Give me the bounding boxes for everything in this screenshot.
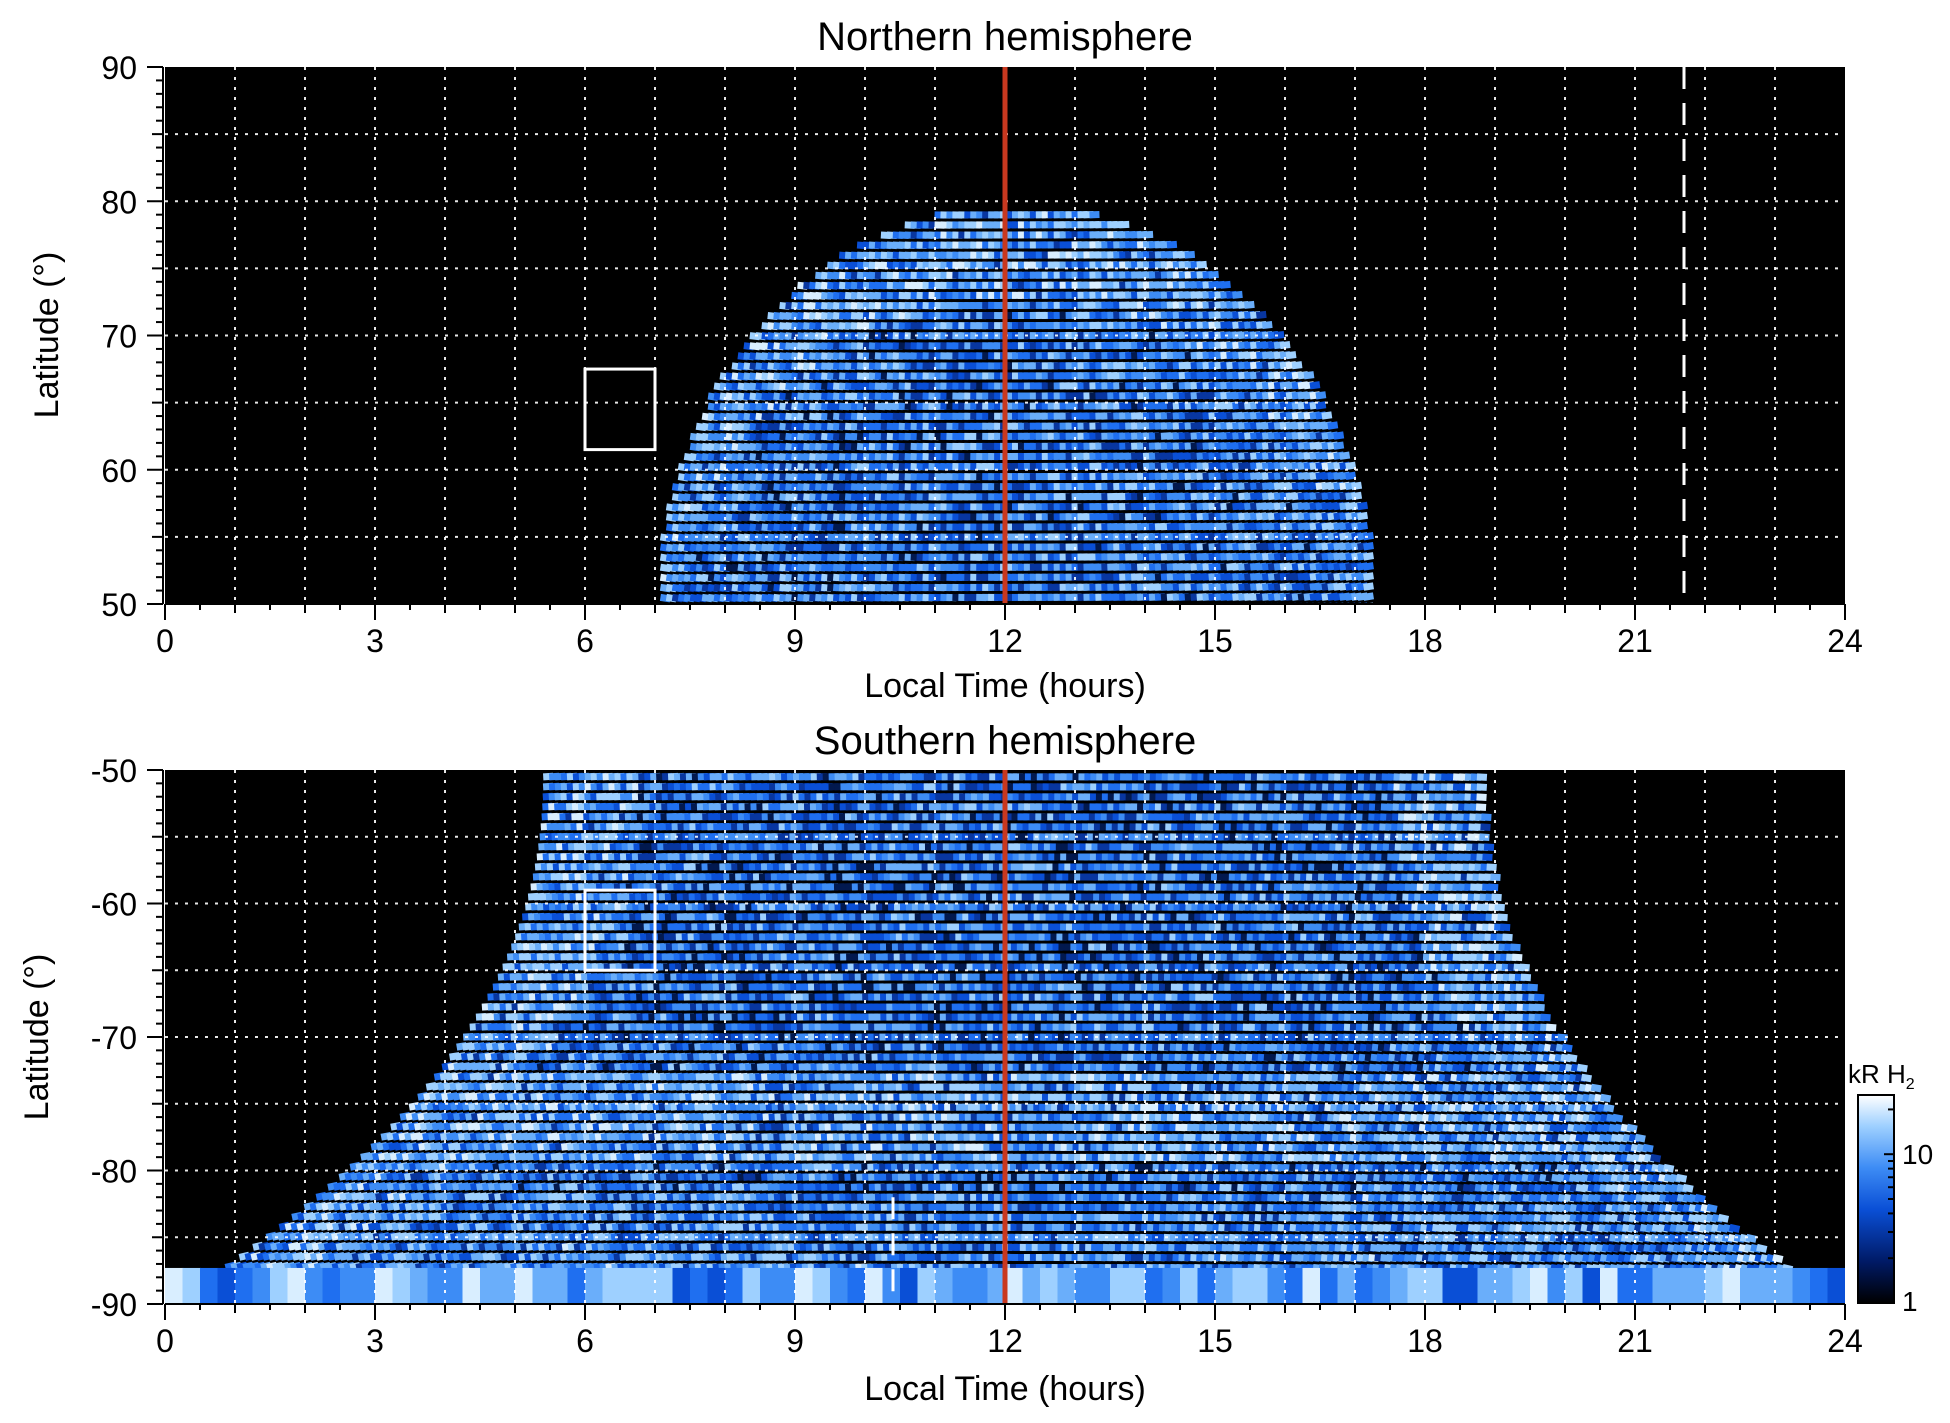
colorbar: kR H2 1 10 bbox=[1848, 1059, 1933, 1317]
x-tick-label: 21 bbox=[1617, 623, 1653, 659]
north-panel: Northern hemisphere 0 3 6 9 12 15 18 21 24 50 60 70… bbox=[28, 15, 1863, 705]
y-tick-label: -70 bbox=[91, 1020, 137, 1056]
south-panel: Southern hemisphere 0 3 6 9 12 15 18 21 24 -50 -60… bbox=[18, 719, 1863, 1408]
x-tick-label: 15 bbox=[1197, 1323, 1233, 1359]
x-tick-label: 9 bbox=[786, 623, 804, 659]
y-tick-label: -90 bbox=[91, 1287, 137, 1323]
x-tick-label: 0 bbox=[156, 1323, 174, 1359]
x-tick-label: 6 bbox=[576, 623, 594, 659]
y-tick-label: 60 bbox=[101, 453, 137, 489]
colorbar-unit: kR H2 bbox=[1848, 1059, 1915, 1093]
x-tick-label: 0 bbox=[156, 623, 174, 659]
x-tick-label: 18 bbox=[1407, 1323, 1443, 1359]
north-ylabel: Latitude (°) bbox=[28, 252, 66, 419]
south-region-box bbox=[583, 888, 657, 972]
x-tick-label: 12 bbox=[987, 1323, 1023, 1359]
north-axes: 0 3 6 9 12 15 18 21 24 50 60 70 80 90 bbox=[101, 50, 1862, 659]
south-xlabel: Local Time (hours) bbox=[864, 1370, 1146, 1408]
south-ylabel: Latitude (°) bbox=[18, 954, 56, 1121]
colorbar-ticks: 1 10 bbox=[1884, 1108, 1933, 1317]
x-tick-label: 15 bbox=[1197, 623, 1233, 659]
colorbar-tick-label: 10 bbox=[1902, 1139, 1933, 1170]
x-tick-label: 12 bbox=[987, 623, 1023, 659]
x-tick-label: 9 bbox=[786, 1323, 804, 1359]
x-tick-label: 18 bbox=[1407, 623, 1443, 659]
x-tick-label: 3 bbox=[366, 623, 384, 659]
north-title: Northern hemisphere bbox=[817, 15, 1193, 59]
y-tick-label: 90 bbox=[101, 50, 137, 86]
x-tick-label: 24 bbox=[1827, 1323, 1863, 1359]
y-tick-label: -80 bbox=[91, 1154, 137, 1190]
north-region-box bbox=[583, 367, 657, 452]
x-tick-label: 21 bbox=[1617, 1323, 1653, 1359]
y-tick-label: 80 bbox=[101, 184, 137, 220]
y-tick-label: 70 bbox=[101, 319, 137, 355]
x-tick-label: 6 bbox=[576, 1323, 594, 1359]
x-tick-label: 3 bbox=[366, 1323, 384, 1359]
y-tick-label: -60 bbox=[91, 887, 137, 923]
x-tick-label: 24 bbox=[1827, 623, 1863, 659]
y-tick-label: -50 bbox=[91, 753, 137, 789]
y-tick-label: 50 bbox=[101, 587, 137, 623]
colorbar-tick-label: 1 bbox=[1902, 1286, 1918, 1317]
south-axes: 0 3 6 9 12 15 18 21 24 -50 -60 -70 -80 -90 bbox=[91, 753, 1863, 1359]
south-title: Southern hemisphere bbox=[814, 719, 1196, 763]
north-xlabel: Local Time (hours) bbox=[864, 667, 1146, 705]
